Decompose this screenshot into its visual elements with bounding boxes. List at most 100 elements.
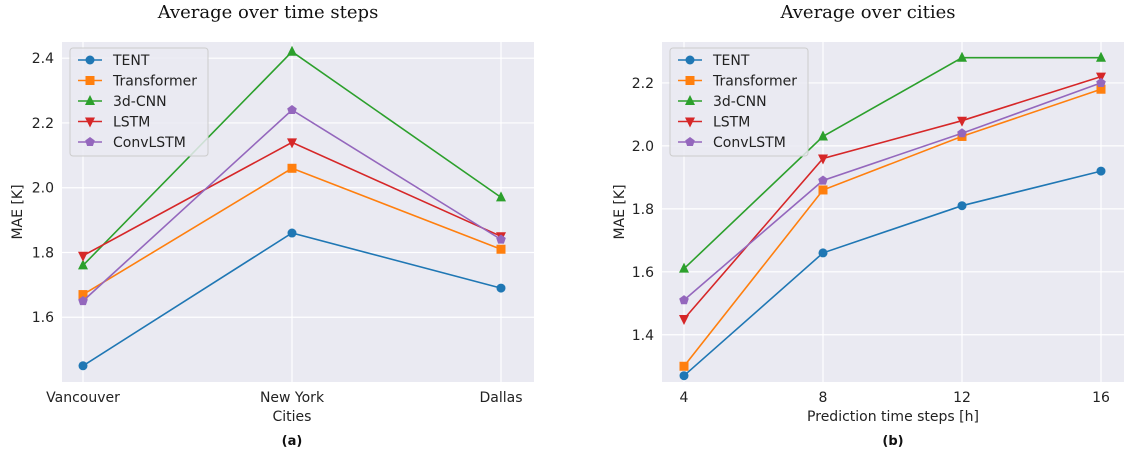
panel-b-x-ticks: 4 8 12 16: [680, 390, 1110, 406]
data-point: [1096, 84, 1106, 94]
legend-label: Transformer: [712, 74, 797, 90]
panel-a-legend: TENT Transformer 3d-CNN LSTM ConvLSTM: [69, 47, 209, 157]
x-tick-label: Vancouver: [46, 390, 120, 406]
legend-item: Transformer: [78, 74, 197, 90]
series-convlstm: [78, 105, 506, 306]
legend-item: LSTM: [678, 115, 750, 131]
x-tick-label: 8: [819, 390, 828, 406]
legend-label: 3d-CNN: [113, 94, 167, 110]
legend-label: TENT: [112, 53, 150, 69]
data-point: [679, 371, 689, 381]
data-point: [1096, 51, 1106, 62]
panel-a-y-ticks: 1.6 1.8 2.0 2.2 2.4: [32, 51, 54, 326]
x-tick-label: New York: [260, 390, 325, 406]
legend-marker: [85, 117, 95, 128]
panel-b-sublabel: (b): [882, 434, 903, 449]
panel-a-sublabel: (a): [282, 434, 303, 449]
series-line: [683, 170, 1102, 377]
data-point: [957, 116, 967, 127]
legend-marker: [685, 55, 695, 65]
data-point: [957, 201, 967, 211]
legend-item: LSTM: [78, 115, 150, 131]
legend-label: ConvLSTM: [713, 135, 786, 151]
data-point: [78, 361, 88, 371]
legend-marker: [85, 137, 95, 146]
y-tick-label: 1.8: [32, 245, 54, 261]
data-point: [78, 251, 88, 262]
y-tick-label: 1.4: [632, 328, 654, 344]
data-point: [957, 51, 967, 62]
data-point: [818, 248, 828, 258]
data-point: [957, 128, 967, 138]
legend-label: TENT: [712, 53, 750, 69]
legend-marker: [85, 76, 95, 85]
series-line: [683, 82, 1102, 301]
data-point: [818, 130, 828, 141]
legend-box: [69, 47, 209, 157]
data-point: [78, 296, 88, 306]
data-point: [1096, 166, 1106, 176]
data-point: [496, 244, 506, 254]
series-convlstm: [679, 77, 1106, 305]
data-point: [78, 290, 88, 300]
panel-b-y-ticks: 1.4 1.6 1.8 2.0 2.2: [632, 76, 654, 344]
legend-marker: [85, 55, 95, 65]
data-point: [679, 315, 689, 326]
series-lstm: [679, 72, 1106, 326]
panel-b-y-label: MAE [K]: [612, 184, 628, 239]
panel-b-title: Average over cities: [779, 2, 955, 23]
data-point: [818, 154, 828, 165]
y-tick-label: 1.6: [32, 310, 54, 326]
data-point: [496, 283, 506, 293]
legend-item: TENT: [78, 53, 150, 69]
legend-item: ConvLSTM: [678, 135, 786, 151]
data-point: [496, 191, 506, 202]
y-tick-label: 2.2: [632, 76, 654, 92]
data-point: [679, 262, 689, 273]
y-tick-label: 1.8: [632, 202, 654, 218]
series-3d-cnn: [78, 45, 506, 270]
panel-a-x-label: Cities: [273, 409, 312, 425]
legend-label: 3d-CNN: [713, 94, 767, 110]
x-tick-label: 4: [680, 390, 689, 406]
x-tick-label: 16: [1092, 390, 1110, 406]
data-point: [679, 361, 689, 371]
data-point: [818, 185, 828, 195]
data-point: [287, 105, 297, 114]
data-point: [287, 45, 297, 56]
series-3d-cnn: [679, 51, 1106, 273]
data-point: [496, 234, 506, 244]
legend-marker: [685, 95, 695, 105]
legend-marker: [85, 95, 95, 105]
data-point: [1096, 72, 1106, 83]
legend-marker: [685, 117, 695, 128]
panel-a: Average over time steps 1.61.82.02.22.4 …: [10, 2, 534, 449]
panel-b-series: [679, 51, 1106, 381]
y-tick-label: 2.0: [632, 139, 654, 155]
series-line: [683, 56, 1101, 270]
data-point: [287, 138, 297, 149]
panel-a-y-label: MAE [K]: [10, 184, 26, 239]
y-tick-label: 2.2: [32, 116, 54, 132]
x-tick-label: 12: [953, 390, 971, 406]
legend-item: 3d-CNN: [678, 94, 767, 110]
series-transformer: [78, 163, 506, 300]
legend-item: ConvLSTM: [78, 135, 186, 151]
series-line: [683, 88, 1102, 367]
legend-item: TENT: [678, 53, 750, 69]
legend-label: Transformer: [112, 74, 197, 90]
data-point: [287, 228, 297, 238]
panel-b: Average over cities 1.4 1.6 1.8 2.0 2.2 4 8 12…: [612, 2, 1124, 449]
panel-a-title: Average over time steps: [157, 2, 379, 23]
data-point: [287, 163, 297, 173]
series-tent: [78, 228, 506, 371]
series-line: [683, 75, 1102, 320]
legend-marker: [685, 137, 695, 146]
legend-box: [669, 47, 809, 157]
y-tick-label: 2.0: [32, 181, 54, 197]
legend-label: LSTM: [713, 115, 750, 131]
legend-label: LSTM: [113, 115, 150, 131]
data-point: [818, 175, 828, 185]
panel-a-x-ticks: Vancouver New York Dallas: [46, 390, 522, 406]
legend-item: Transformer: [678, 74, 797, 90]
